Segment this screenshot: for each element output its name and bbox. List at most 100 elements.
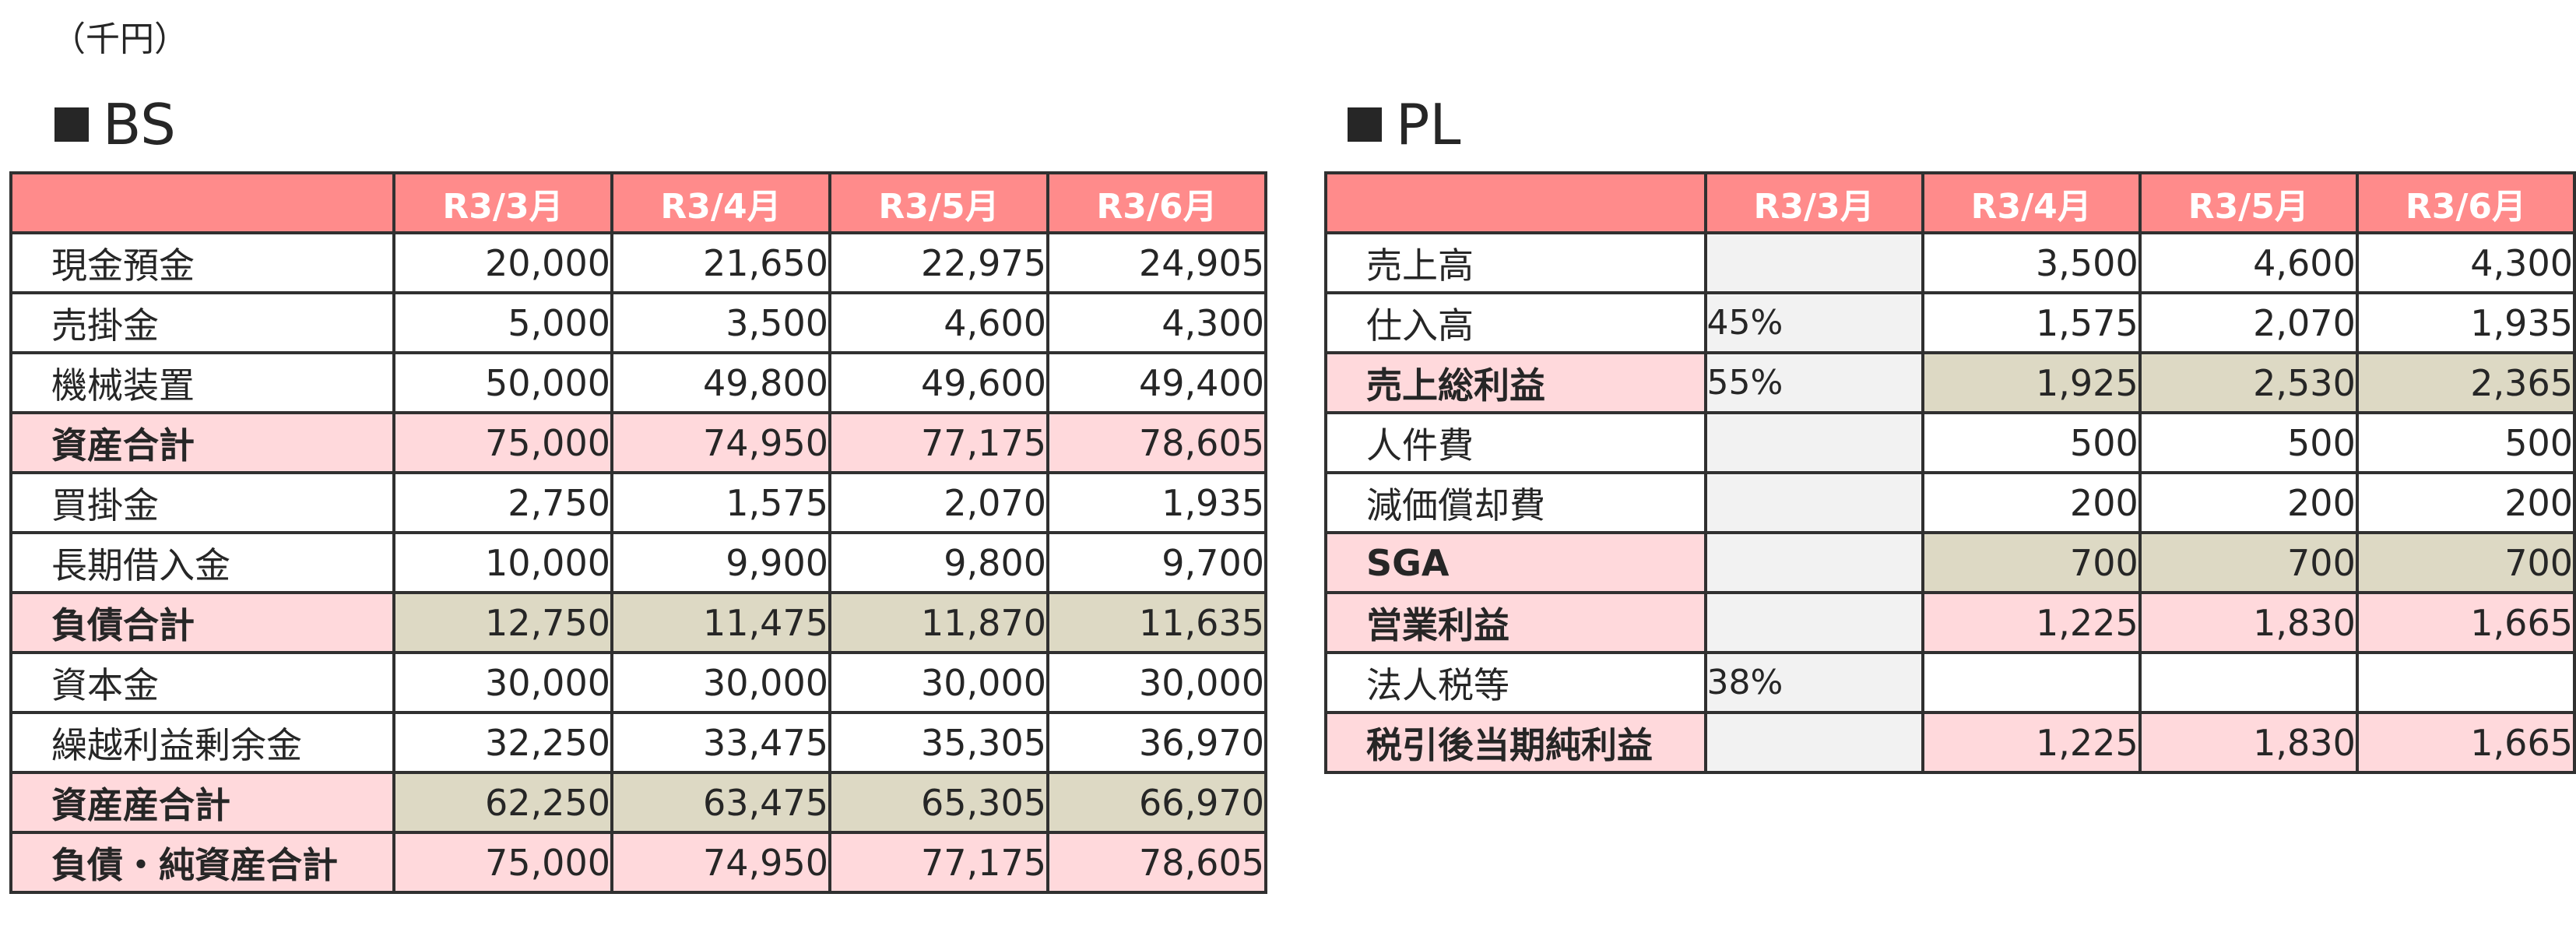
row-label: 人件費 bbox=[1324, 411, 1707, 474]
value-cell: 35,305 bbox=[828, 711, 1049, 774]
rate-cell bbox=[1703, 531, 1924, 594]
value-cell: 30,000 bbox=[610, 651, 831, 714]
pl-title: PL bbox=[1396, 92, 1461, 157]
value-cell: 75,000 bbox=[392, 411, 613, 474]
value-cell: 21,650 bbox=[610, 231, 831, 294]
bs-header-corner bbox=[9, 171, 395, 234]
value-cell: 2,070 bbox=[2138, 291, 2359, 354]
table-row: 繰越利益剰余金 32,250 33,475 35,305 36,970 bbox=[9, 711, 1267, 774]
value-cell: 200 bbox=[2138, 471, 2359, 534]
value-cell: 200 bbox=[2355, 471, 2576, 534]
value-cell: 1,830 bbox=[2138, 591, 2359, 654]
pl-column-header: R3/3月 bbox=[1703, 171, 1924, 234]
table-row: 資産合計 75,000 74,950 77,175 78,605 bbox=[9, 411, 1267, 474]
row-label: SGA bbox=[1324, 531, 1707, 594]
value-cell: 200 bbox=[1921, 471, 2142, 534]
value-cell: 49,800 bbox=[610, 351, 831, 414]
value-cell: 4,300 bbox=[1046, 291, 1267, 354]
value-cell bbox=[2355, 651, 2576, 714]
row-label: 減価償却費 bbox=[1324, 471, 1707, 534]
pl-heading: PL bbox=[1348, 93, 1461, 156]
value-cell: 12,750 bbox=[392, 591, 613, 654]
bs-column-header: R3/4月 bbox=[610, 171, 831, 234]
pl-column-header: R3/4月 bbox=[1921, 171, 2142, 234]
bs-body: 現金預金 20,000 21,650 22,975 24,905 売掛金 5,000 3,50… bbox=[9, 231, 1267, 894]
value-cell: 9,800 bbox=[828, 531, 1049, 594]
value-cell: 30,000 bbox=[1046, 651, 1267, 714]
pl-header-corner bbox=[1324, 171, 1707, 234]
table-row: 負債合計 12,750 11,475 11,870 11,635 bbox=[9, 591, 1267, 654]
table-row: 人件費 500 500 500 bbox=[1324, 411, 2576, 474]
value-cell: 700 bbox=[1921, 531, 2142, 594]
value-cell: 49,400 bbox=[1046, 351, 1267, 414]
value-cell: 36,970 bbox=[1046, 711, 1267, 774]
square-bullet-icon bbox=[54, 107, 89, 142]
rate-cell: 38% bbox=[1703, 651, 1924, 714]
value-cell: 9,900 bbox=[610, 531, 831, 594]
value-cell: 24,905 bbox=[1046, 231, 1267, 294]
value-cell: 4,300 bbox=[2355, 231, 2576, 294]
row-label: 機械装置 bbox=[9, 351, 395, 414]
value-cell: 1,225 bbox=[1921, 591, 2142, 654]
table-row: 営業利益 1,225 1,830 1,665 bbox=[1324, 591, 2576, 654]
value-cell: 62,250 bbox=[392, 771, 613, 834]
value-cell: 74,950 bbox=[610, 411, 831, 474]
rate-cell bbox=[1703, 711, 1924, 774]
value-cell: 2,365 bbox=[2355, 351, 2576, 414]
value-cell: 32,250 bbox=[392, 711, 613, 774]
rate-cell bbox=[1703, 231, 1924, 294]
bs-header-row: R3/3月 R3/4月 R3/5月 R3/6月 bbox=[9, 171, 1267, 234]
row-label: 税引後当期純利益 bbox=[1324, 711, 1707, 774]
table-row: 売上総利益 55% 1,925 2,530 2,365 bbox=[1324, 351, 2576, 414]
value-cell: 30,000 bbox=[828, 651, 1049, 714]
row-label: 資産合計 bbox=[9, 411, 395, 474]
bs-column-header: R3/5月 bbox=[828, 171, 1049, 234]
value-cell: 700 bbox=[2138, 531, 2359, 594]
table-row: 資本金 30,000 30,000 30,000 30,000 bbox=[9, 651, 1267, 714]
pl-column-header: R3/5月 bbox=[2138, 171, 2359, 234]
value-cell: 65,305 bbox=[828, 771, 1049, 834]
rate-cell bbox=[1703, 471, 1924, 534]
table-row: 法人税等 38% bbox=[1324, 651, 2576, 714]
row-label: 売掛金 bbox=[9, 291, 395, 354]
value-cell: 500 bbox=[2355, 411, 2576, 474]
value-cell: 75,000 bbox=[392, 831, 613, 894]
value-cell: 4,600 bbox=[828, 291, 1049, 354]
value-cell: 20,000 bbox=[392, 231, 613, 294]
value-cell: 3,500 bbox=[1921, 231, 2142, 294]
table-row: SGA 700 700 700 bbox=[1324, 531, 2576, 594]
rate-cell bbox=[1703, 591, 1924, 654]
rate-cell: 55% bbox=[1703, 351, 1924, 414]
table-row: 長期借入金 10,000 9,900 9,800 9,700 bbox=[9, 531, 1267, 594]
value-cell: 4,600 bbox=[2138, 231, 2359, 294]
table-row: 資産産合計 62,250 63,475 65,305 66,970 bbox=[9, 771, 1267, 834]
table-row: 売上高 3,500 4,600 4,300 bbox=[1324, 231, 2576, 294]
row-label: 資本金 bbox=[9, 651, 395, 714]
row-label: 営業利益 bbox=[1324, 591, 1707, 654]
bs-column-header: R3/6月 bbox=[1046, 171, 1267, 234]
value-cell: 11,635 bbox=[1046, 591, 1267, 654]
bs-column-header: R3/3月 bbox=[392, 171, 613, 234]
value-cell: 30,000 bbox=[392, 651, 613, 714]
value-cell: 33,475 bbox=[610, 711, 831, 774]
value-cell bbox=[1921, 651, 2142, 714]
value-cell: 3,500 bbox=[610, 291, 831, 354]
value-cell: 1,665 bbox=[2355, 711, 2576, 774]
value-cell: 500 bbox=[2138, 411, 2359, 474]
value-cell: 1,935 bbox=[1046, 471, 1267, 534]
bs-table: R3/3月 R3/4月 R3/5月 R3/6月 現金預金 20,000 21,650 22,… bbox=[9, 171, 1267, 894]
value-cell: 11,870 bbox=[828, 591, 1049, 654]
value-cell: 1,830 bbox=[2138, 711, 2359, 774]
rate-cell: 45% bbox=[1703, 291, 1924, 354]
row-label: 売上高 bbox=[1324, 231, 1707, 294]
table-row: 税引後当期純利益 1,225 1,830 1,665 bbox=[1324, 711, 2576, 774]
pl-body: 売上高 3,500 4,600 4,300 仕入高 45% 1,575 2,070 1,935 売… bbox=[1324, 231, 2576, 774]
value-cell: 1,665 bbox=[2355, 591, 2576, 654]
value-cell: 77,175 bbox=[828, 411, 1049, 474]
unit-label: （千円） bbox=[51, 19, 188, 59]
table-row: 現金預金 20,000 21,650 22,975 24,905 bbox=[9, 231, 1267, 294]
table-row: 機械装置 50,000 49,800 49,600 49,400 bbox=[9, 351, 1267, 414]
value-cell: 1,935 bbox=[2355, 291, 2576, 354]
pl-table: R3/3月 R3/4月 R3/5月 R3/6月 売上高 3,500 4,600 4,300 仕… bbox=[1324, 171, 2576, 774]
table-row: 減価償却費 200 200 200 bbox=[1324, 471, 2576, 534]
